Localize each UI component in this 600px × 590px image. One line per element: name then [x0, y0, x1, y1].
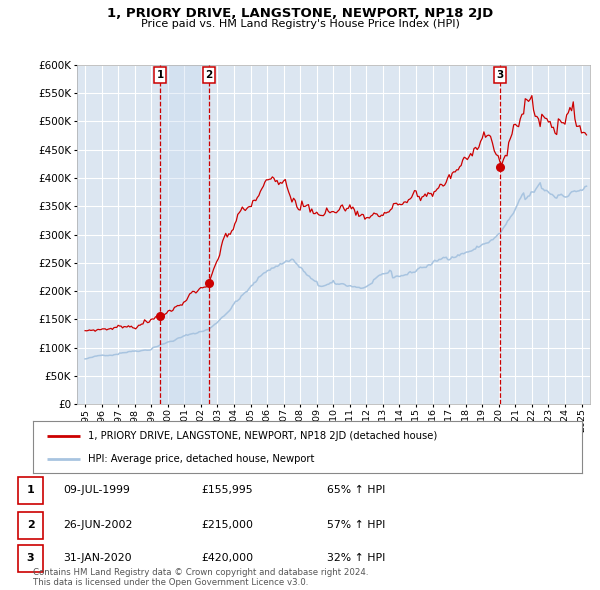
Text: Contains HM Land Registry data © Crown copyright and database right 2024.
This d: Contains HM Land Registry data © Crown c… [33, 568, 368, 587]
Text: 65% ↑ HPI: 65% ↑ HPI [327, 485, 385, 495]
Text: 1, PRIORY DRIVE, LANGSTONE, NEWPORT, NP18 2JD (detached house): 1, PRIORY DRIVE, LANGSTONE, NEWPORT, NP1… [88, 431, 437, 441]
Text: £155,995: £155,995 [201, 485, 253, 495]
Text: 26-JUN-2002: 26-JUN-2002 [63, 520, 133, 530]
Text: 3: 3 [27, 553, 34, 563]
Text: 1, PRIORY DRIVE, LANGSTONE, NEWPORT, NP18 2JD: 1, PRIORY DRIVE, LANGSTONE, NEWPORT, NP1… [107, 7, 493, 20]
Text: 1: 1 [157, 70, 164, 80]
Text: 57% ↑ HPI: 57% ↑ HPI [327, 520, 385, 530]
Text: Price paid vs. HM Land Registry's House Price Index (HPI): Price paid vs. HM Land Registry's House … [140, 19, 460, 30]
Text: 2: 2 [27, 520, 34, 530]
Text: 31-JAN-2020: 31-JAN-2020 [63, 553, 131, 563]
Text: HPI: Average price, detached house, Newport: HPI: Average price, detached house, Newp… [88, 454, 314, 464]
Text: 09-JUL-1999: 09-JUL-1999 [63, 485, 130, 495]
Text: 1: 1 [27, 485, 34, 495]
Text: £420,000: £420,000 [201, 553, 253, 563]
Text: 2: 2 [205, 70, 212, 80]
Text: £215,000: £215,000 [201, 520, 253, 530]
Text: 32% ↑ HPI: 32% ↑ HPI [327, 553, 385, 563]
Text: 3: 3 [496, 70, 504, 80]
Bar [160, 65, 209, 404]
